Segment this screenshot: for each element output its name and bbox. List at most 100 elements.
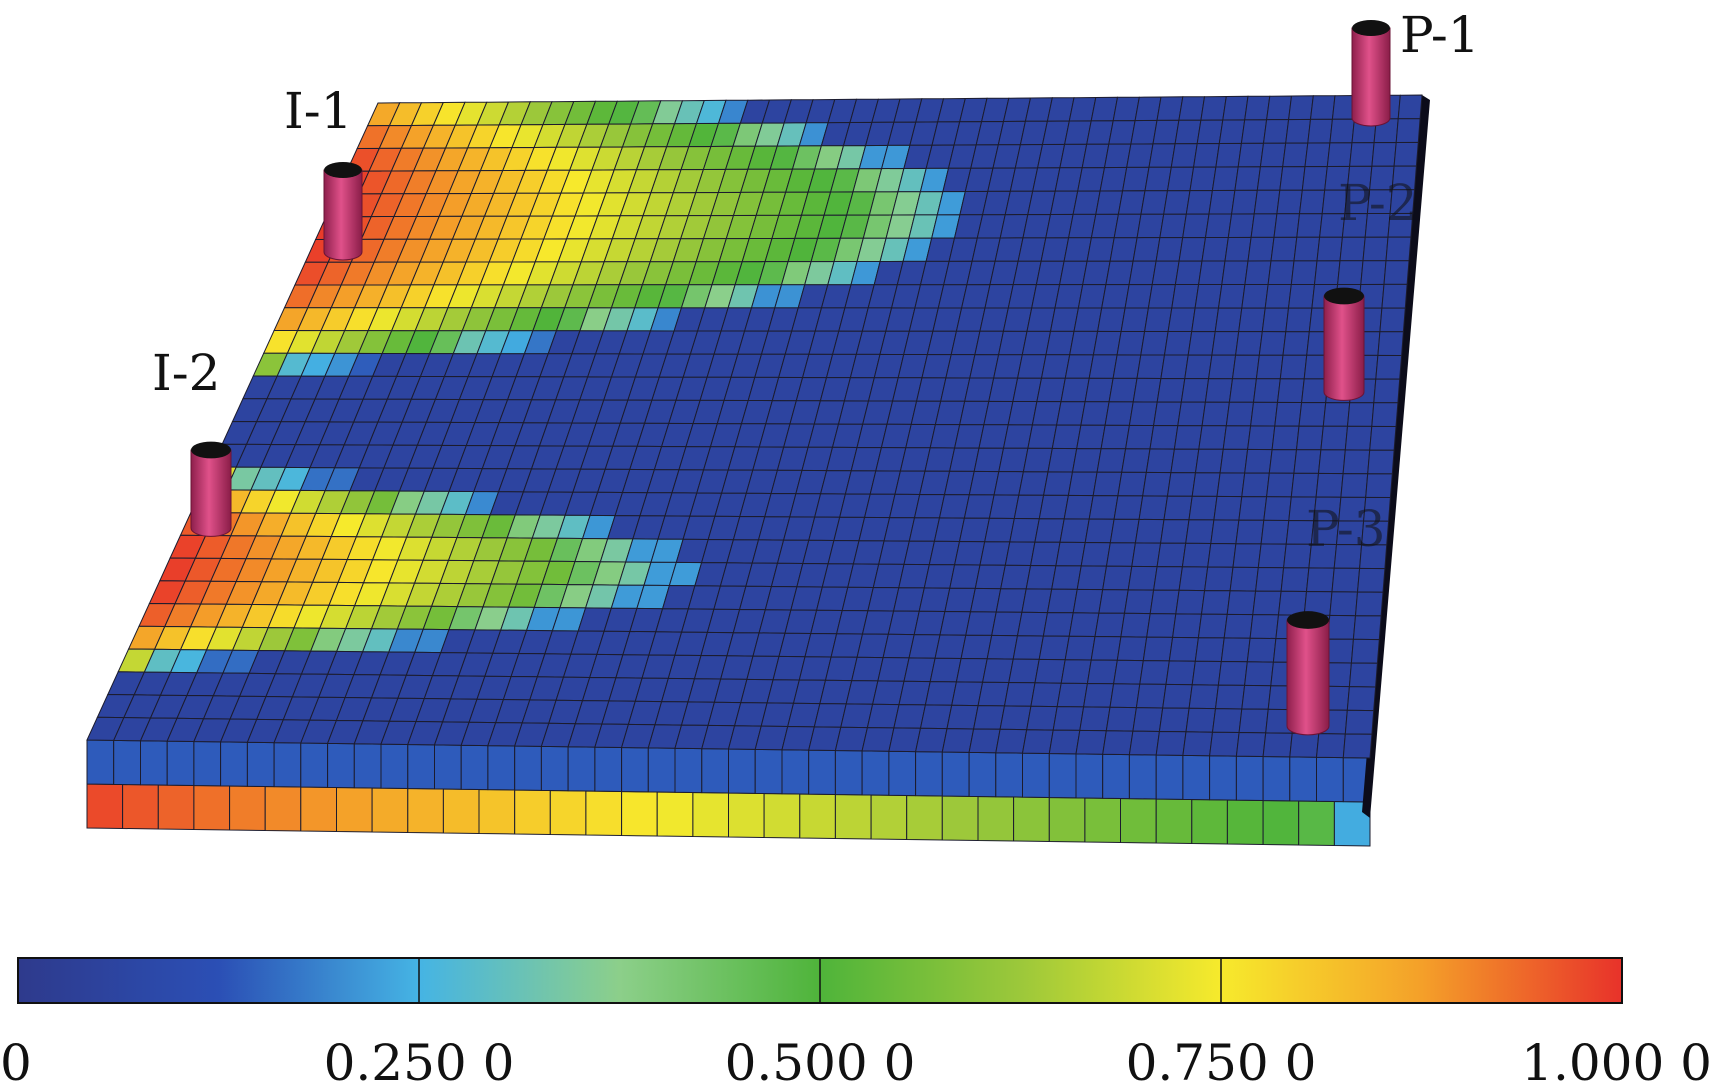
grid-cell (1185, 189, 1213, 215)
side-cell (754, 748, 783, 795)
grid-cell (1046, 588, 1078, 614)
grid-cell (1122, 166, 1150, 192)
grid-cell (1256, 166, 1284, 191)
side-cell (1155, 798, 1193, 845)
well-i-1: I-1 (284, 82, 363, 261)
well-i-2: I-2 (152, 344, 232, 537)
grid-cell (1128, 260, 1157, 286)
side-cell (86, 783, 124, 830)
side-cell (113, 739, 141, 786)
grid-cell (1168, 636, 1199, 662)
well-body (1286, 619, 1330, 736)
well-label-i-1: I-1 (284, 82, 352, 140)
side-cell (1013, 796, 1050, 843)
grid-cell (1116, 636, 1148, 662)
grid-cell (1142, 471, 1172, 497)
grid-cell (1153, 401, 1182, 427)
grid-cell (1196, 119, 1224, 145)
side-cell (1084, 797, 1121, 844)
grid-cell (1250, 401, 1279, 427)
grid-cell (1282, 142, 1309, 168)
well-label-p-1: P-1 (1400, 6, 1480, 64)
grid-cell (960, 634, 993, 660)
grid-cell (1241, 472, 1270, 498)
well-label-i-2: I-2 (152, 344, 220, 402)
grid-cell (1182, 213, 1210, 239)
grid-cell (1232, 543, 1262, 569)
grid-cell (1240, 119, 1268, 144)
well-top (1324, 287, 1364, 305)
grid-cell (1246, 637, 1277, 663)
grid-cell (1051, 424, 1082, 450)
grid-cell (1047, 447, 1078, 473)
grid-cell (1349, 142, 1375, 167)
grid-cell (1013, 494, 1045, 520)
grid-cell (1235, 519, 1265, 545)
grid-cell (1092, 330, 1122, 356)
grid-cell (1120, 307, 1149, 332)
side-cell (86, 739, 115, 785)
grid-cell (1258, 331, 1287, 356)
well-label-p-2: P-2 (1338, 174, 1418, 232)
grid-cell (1127, 565, 1158, 591)
grid-cell (1263, 496, 1292, 522)
grid-cell (1187, 330, 1216, 356)
side-cell (906, 794, 943, 841)
grid-cell (1244, 661, 1274, 687)
side-cell (621, 746, 649, 793)
grid-cell (1241, 684, 1272, 710)
grid-cell (1204, 566, 1234, 592)
grid-cell (974, 564, 1006, 590)
side-cell (460, 744, 489, 791)
top-surface-grid (86, 94, 1423, 759)
grid-cell (1369, 425, 1397, 451)
grid-cell (1064, 635, 1096, 661)
grid-cell (1252, 590, 1282, 616)
grid-cell (1068, 612, 1100, 638)
grid-cell (1113, 659, 1144, 685)
side-cell (273, 742, 302, 788)
grid-cell (1228, 378, 1257, 403)
grid-cell (1367, 449, 1395, 475)
grid-cell (1026, 705, 1058, 731)
grid-cell (1393, 141, 1419, 167)
grid-cell (1109, 518, 1140, 544)
grid-cell (1215, 142, 1242, 168)
grid-cell (1097, 307, 1126, 333)
side-cell (1191, 798, 1228, 845)
grid-cell (1142, 636, 1174, 662)
grid-cell (995, 728, 1028, 754)
grid-cell (1266, 472, 1295, 498)
well-label-p-3: P-3 (1306, 500, 1386, 558)
side-cell (1102, 753, 1130, 800)
grid-cell (1282, 331, 1310, 356)
grid-cell (1324, 638, 1354, 664)
grid-cell (1253, 189, 1281, 215)
grid-cell (1135, 683, 1167, 709)
grid-cell (1234, 166, 1261, 191)
grid-cell (1021, 729, 1054, 755)
grid-cell (1267, 260, 1295, 285)
grid-cell (991, 611, 1023, 637)
grid-cell (1009, 517, 1040, 543)
grid-cell (1088, 495, 1119, 520)
side-cell (799, 793, 836, 840)
grid-cell (1126, 143, 1154, 168)
grid-cell (1000, 564, 1032, 590)
grid-cell (1166, 166, 1195, 192)
grid-cell (1166, 472, 1197, 497)
side-cell (157, 784, 195, 831)
grid-cell (1354, 591, 1384, 617)
grid-cell (1296, 213, 1323, 238)
grid-cell (1298, 401, 1327, 427)
grid-cell (1145, 448, 1175, 474)
grid-cell (919, 704, 953, 730)
grid-cell (1101, 284, 1130, 309)
grid-cell (1274, 401, 1303, 427)
grid-cell (1113, 495, 1144, 520)
side-cell (701, 748, 729, 794)
side-cell (888, 750, 917, 797)
colorbar-tick-label: 0 (0, 1034, 32, 1084)
grid-cell (981, 658, 1014, 684)
